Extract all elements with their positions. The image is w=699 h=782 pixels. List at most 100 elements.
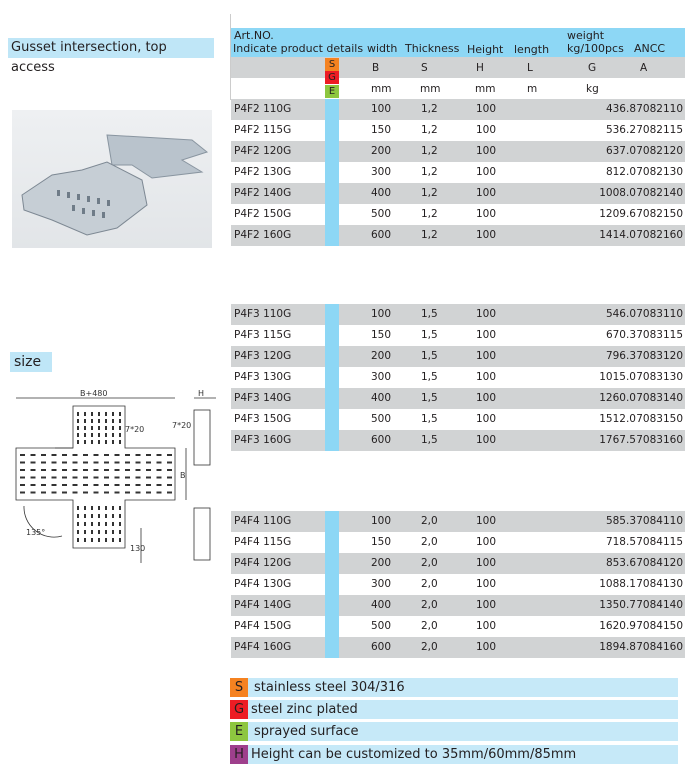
cell-thickness: 1,2: [421, 187, 438, 199]
dimension-drawing: B+480 H 7*20 7*20 B 135° 130: [10, 388, 220, 578]
table-row: P4F4 115G 150 2,0 100 718.5 7084115: [231, 532, 685, 553]
slot-hole: [20, 484, 25, 486]
slot-hole: [30, 484, 36, 486]
cell-art-no: P4F3 120G: [234, 350, 292, 362]
slot-hole: [77, 530, 79, 534]
slot-hole: [114, 454, 120, 456]
cell-art-no: P4F3 150G: [234, 413, 292, 425]
slot-hole: [30, 454, 36, 456]
slot-hole: [41, 491, 46, 494]
cell-thickness: 1,2: [421, 229, 438, 241]
slot-hole: [135, 469, 141, 471]
table-group-2: P4F3 110G 100 1,5 100 546.0 7083110 P4F3 115G 1…: [231, 304, 685, 451]
cell-ancc: 7083160: [636, 434, 683, 446]
slot-hole: [105, 514, 107, 518]
legend-text: stainless steel 304/316: [254, 680, 405, 695]
slot-hole: [93, 476, 99, 479]
slot-hole: [112, 538, 114, 542]
slot-hole: [77, 538, 79, 542]
cell-ancc: 7083115: [636, 329, 683, 341]
cell-height: 100: [476, 145, 497, 157]
badge-s: S: [325, 58, 339, 71]
cell-width: 600: [371, 434, 392, 446]
slot-hole: [119, 412, 121, 416]
symbol-row: B S H L G A: [231, 57, 685, 78]
cell-weight: 796.3: [605, 350, 636, 362]
slot-hole: [72, 454, 78, 456]
slot-hole: [104, 476, 109, 479]
material-stripe: [325, 574, 339, 595]
material-stripe: [325, 225, 339, 246]
cell-art-no: P4F2 120G: [234, 145, 292, 157]
dim-130: 130: [130, 544, 145, 553]
slot-hole: [112, 514, 114, 518]
cell-ancc: 7082160: [636, 229, 683, 241]
dim-slot: 7*20: [125, 425, 144, 434]
slot-hole: [105, 440, 107, 444]
header-weight: weight: [567, 29, 605, 42]
slot-hole: [135, 461, 141, 464]
slot-hole: [72, 461, 78, 464]
slot-hole: [167, 491, 172, 494]
slot-hole: [20, 454, 25, 456]
slot-hole: [20, 461, 25, 464]
slot-hole: [98, 440, 100, 444]
slot-hole: [105, 412, 107, 416]
slot-hole: [125, 491, 130, 494]
cell-ancc: 7084120: [636, 557, 683, 569]
cell-thickness: 1,5: [421, 392, 438, 404]
slot-hole: [93, 454, 99, 456]
cell-width: 400: [371, 187, 392, 199]
unit-g: kg: [586, 83, 599, 95]
cell-thickness: 1,5: [421, 350, 438, 362]
table-row: P4F3 130G 300 1,5 100 1015.0 7083130: [231, 367, 685, 388]
cell-weight: 718.5: [605, 536, 636, 548]
dim-side: H: [198, 389, 204, 398]
slot-hole: [98, 538, 100, 542]
slot-hole: [156, 469, 162, 471]
material-stripe: [325, 99, 339, 120]
slot-hole: [84, 412, 86, 416]
cell-width: 300: [371, 371, 392, 383]
slot-hole: [84, 506, 86, 510]
cell-art-no: P4F2 140G: [234, 187, 292, 199]
cell-ancc: 7082140: [636, 187, 683, 199]
slot-hole: [104, 491, 109, 494]
slot-hole: [77, 433, 79, 437]
slot-hole: [62, 469, 67, 471]
slot-hole: [93, 469, 99, 471]
cell-weight: 1350.7: [599, 599, 636, 611]
slot-hole: [114, 469, 120, 471]
badge-e: E: [325, 85, 339, 98]
cell-weight: 536.2: [605, 124, 636, 136]
cell-ancc: 7084150: [636, 620, 683, 632]
dim-top: B+480: [80, 389, 107, 398]
slot-hole: [20, 476, 25, 479]
header-height: Height: [467, 43, 504, 56]
slot-hole: [105, 522, 107, 526]
table-row: P4F3 160G 600 1,5 100 1767.5 7083160: [231, 430, 685, 451]
slot-hole: [51, 484, 57, 486]
cell-weight: 853.6: [605, 557, 636, 569]
unit-b: mm: [371, 83, 392, 95]
slot-hole: [119, 522, 121, 526]
material-stripe: [325, 637, 339, 658]
product-title: Gusset intersection, top access: [8, 38, 214, 75]
slot-hole: [146, 491, 151, 494]
slot-hole: [135, 476, 141, 479]
slot-hole: [105, 433, 107, 437]
cell-height: 100: [476, 578, 497, 590]
slot-hole: [146, 469, 151, 471]
slot-hole: [84, 426, 86, 430]
slot-hole: [167, 484, 172, 486]
unit-row: mm mm mm m kg: [231, 78, 685, 99]
slot-hole: [167, 454, 172, 456]
slot-hole: [98, 530, 100, 534]
slot-hole: [30, 461, 36, 464]
slot-hole: [119, 514, 121, 518]
table-group-1: P4F2 110G 100 1,2 100 436.8 7082110 P4F2 115G 1…: [231, 99, 685, 246]
cell-width: 500: [371, 208, 392, 220]
slot-hole: [98, 433, 100, 437]
slot-hole: [83, 484, 88, 486]
